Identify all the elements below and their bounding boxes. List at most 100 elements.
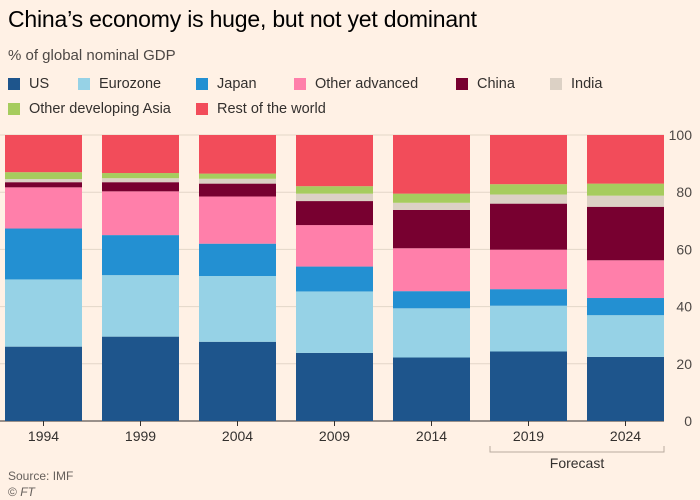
bar-segment-2014-rest-of-the-world: [393, 135, 470, 194]
forecast-label: Forecast: [550, 455, 605, 471]
legend-swatch-india: [550, 78, 562, 90]
bar-segment-1999-other-advanced: [102, 191, 179, 236]
legend-item-japan: Japan: [196, 76, 257, 92]
x-tick-label-2004: 2004: [222, 428, 253, 444]
x-tick-label-2014: 2014: [416, 428, 447, 444]
copyright-note: © FT: [8, 485, 35, 499]
legend-item-other-developing-asia: Other developing Asia: [8, 101, 171, 117]
bar-segment-2009-other-developing-asia: [296, 186, 373, 194]
legend-swatch-china: [456, 78, 468, 90]
legend-swatch-japan: [196, 78, 208, 90]
bar-segment-2014-india: [393, 202, 470, 210]
bar-segment-2004-us: [199, 341, 276, 421]
legend-label-india: India: [571, 76, 603, 92]
bar-segment-2004-eurozone: [199, 275, 276, 342]
bar-segment-1994-india: [5, 179, 82, 183]
legend-item-us: US: [8, 76, 49, 92]
bar-segment-1999-rest-of-the-world: [102, 135, 179, 174]
bar-segment-1994-other-developing-asia: [5, 172, 82, 180]
legend-label-china: China: [477, 76, 515, 92]
bar-segment-1999-japan: [102, 235, 179, 276]
legend-item-india: India: [550, 76, 602, 92]
bar-segment-2019-other-developing-asia: [490, 184, 567, 195]
bar-segment-2014-other-advanced: [393, 248, 470, 292]
x-tick-label-1994: 1994: [28, 428, 59, 444]
legend-item-other-advanced: Other advanced: [294, 76, 418, 92]
bar-segment-1999-eurozone: [102, 275, 179, 337]
legend-label-rest-of-the-world: Rest of the world: [217, 101, 326, 117]
bar-segment-2004-other-advanced: [199, 196, 276, 244]
bar-segment-2019-india: [490, 194, 567, 204]
bar-segment-2009-eurozone: [296, 291, 373, 353]
bar-segment-1994-rest-of-the-world: [5, 135, 82, 173]
legend-label-us: US: [29, 76, 50, 92]
chart-subtitle: % of global nominal GDP: [8, 47, 176, 64]
bar-segment-1994-us: [5, 346, 82, 421]
legend-item-rest-of-the-world: Rest of the world: [196, 101, 326, 117]
bar-segment-2009-us: [296, 352, 373, 421]
y-tick-label-20: 20: [676, 356, 692, 372]
bar-segment-2009-china: [296, 201, 373, 226]
legend-swatch-other-advanced: [294, 78, 306, 90]
legend-swatch-rest-of-the-world: [196, 103, 208, 115]
bar-segment-1994-other-advanced: [5, 187, 82, 229]
bar-segment-2024-us: [587, 356, 664, 421]
x-tick-label-1999: 1999: [125, 428, 156, 444]
bar-segment-2024-japan: [587, 298, 664, 316]
legend-label-japan: Japan: [217, 76, 257, 92]
bar-segment-2024-other-developing-asia: [587, 183, 664, 196]
bar-segment-2014-other-developing-asia: [393, 193, 470, 203]
bar-segment-2009-india: [296, 193, 373, 202]
bar-segment-1999-india: [102, 178, 179, 183]
bar-segment-2024-china: [587, 206, 664, 261]
bar-segment-2014-us: [393, 357, 470, 421]
y-tick-label-40: 40: [676, 299, 692, 315]
y-tick-label-100: 100: [669, 127, 693, 143]
chart-title: China’s economy is huge, but not yet dom…: [8, 6, 477, 32]
copyright-symbol: ©: [8, 485, 21, 499]
bar-segment-2019-china: [490, 203, 567, 250]
bar-segment-1994-china: [5, 182, 82, 188]
legend-label-eurozone: Eurozone: [99, 76, 162, 92]
bar-segment-2004-japan: [199, 243, 276, 276]
bar-segment-2024-eurozone: [587, 315, 664, 357]
legend-item-eurozone: Eurozone: [78, 76, 161, 92]
bar-segment-1999-china: [102, 182, 179, 192]
legend-label-other-developing-asia: Other developing Asia: [29, 101, 171, 117]
bar-segment-2004-rest-of-the-world: [199, 135, 276, 174]
x-tick-label-2009: 2009: [319, 428, 350, 444]
legend-item-china: China: [456, 76, 515, 92]
bar-segment-1999-other-developing-asia: [102, 173, 179, 179]
legend-swatch-other-developing-asia: [8, 103, 20, 115]
bar-segment-1994-eurozone: [5, 279, 82, 347]
forecast-bracket: [489, 446, 665, 453]
x-tick-label-2024: 2024: [610, 428, 641, 444]
legend-swatch-us: [8, 78, 20, 90]
bar-segment-2009-japan: [296, 266, 373, 292]
legend: US Eurozone Japan Other advanced China I…: [8, 76, 688, 120]
bar-segment-1994-japan: [5, 228, 82, 280]
bar-segment-2024-rest-of-the-world: [587, 135, 664, 184]
x-tick-label-2019: 2019: [513, 428, 544, 444]
bar-segment-2019-us: [490, 351, 567, 421]
legend-swatch-eurozone: [78, 78, 90, 90]
bar-segment-2004-india: [199, 178, 276, 184]
bar-segment-1999-us: [102, 336, 179, 421]
bar-segment-2014-china: [393, 209, 470, 249]
bar-segment-2019-japan: [490, 289, 567, 306]
bar-segment-2009-other-advanced: [296, 225, 373, 267]
copyright-brand: FT: [20, 485, 35, 499]
y-tick-label-60: 60: [676, 241, 692, 257]
legend-label-other-advanced: Other advanced: [315, 76, 419, 92]
bar-segment-2009-rest-of-the-world: [296, 135, 373, 187]
bar-segment-2019-eurozone: [490, 305, 567, 352]
bar-segment-2024-other-advanced: [587, 260, 664, 299]
bar-segment-2019-rest-of-the-world: [490, 135, 567, 185]
bar-segment-2014-eurozone: [393, 308, 470, 358]
bar-segment-2014-japan: [393, 291, 470, 309]
bar-segment-2004-china: [199, 183, 276, 197]
bar-segment-2024-india: [587, 195, 664, 207]
y-tick-label-0: 0: [684, 413, 692, 429]
bar-segment-2004-other-developing-asia: [199, 173, 276, 179]
